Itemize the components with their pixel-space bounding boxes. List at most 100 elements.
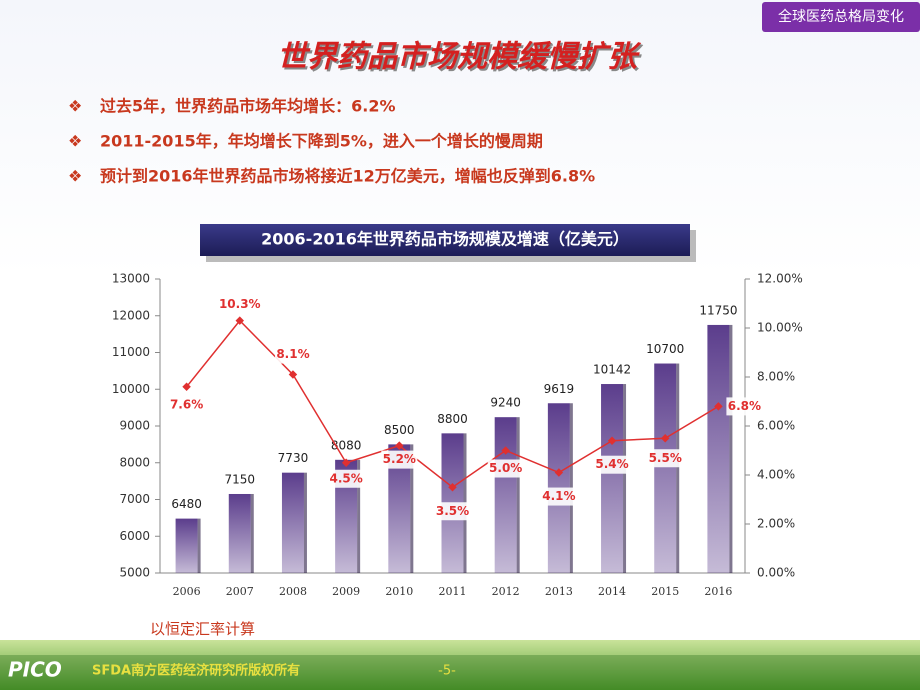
bar-side [303, 472, 307, 573]
bullet: 过去5年，世界药品市场年均增长：6.2% [100, 97, 396, 116]
point-label-box [726, 397, 763, 416]
point [341, 458, 351, 467]
y-tick-label: 11000 [112, 345, 150, 359]
bar-label: 10700 [646, 342, 684, 356]
x-tick-label: 2012 [492, 585, 520, 598]
bar-label: 11750 [699, 303, 737, 317]
bar-label: 7730 [278, 451, 309, 465]
x-tick-label: 2015 [651, 585, 679, 598]
bar [654, 363, 677, 573]
bar-side [516, 417, 520, 573]
copyright: SFDA南方医药经济研究所版权所有 [92, 663, 300, 679]
point-label: 5.4% [595, 457, 628, 471]
point [554, 468, 564, 477]
point-label-box [540, 487, 577, 506]
point [288, 370, 298, 379]
y-tick-label: 8000 [119, 455, 150, 469]
bullet: 预计到2016年世界药品市场将接近12万亿美元，增幅也反弹到6.8% [100, 167, 595, 186]
point-label-box [434, 502, 471, 521]
y-tick-label: 9000 [119, 419, 150, 433]
bullet-mark: ❖ [68, 97, 82, 116]
title: 世界药品市场规模缓慢扩张 [277, 40, 642, 75]
bar [335, 459, 358, 573]
point-label-box [221, 295, 258, 314]
bar-label: 8800 [437, 412, 468, 426]
bullet-mark: ❖ [68, 132, 82, 151]
point [235, 316, 245, 325]
point [182, 382, 191, 392]
point-label-box [328, 469, 365, 488]
x-tick-label: 2014 [598, 585, 626, 598]
y2-tick-label: 10.00% [757, 321, 803, 335]
page-number: -5- [438, 664, 456, 679]
chart-title: 2006-2016年世界药品市场规模及增速（亿美元） [261, 230, 629, 249]
bar [281, 472, 304, 573]
logo: PICO [8, 658, 62, 682]
y2-tick-label: 12.00% [757, 272, 803, 286]
bar-side [623, 384, 627, 573]
note: 以恒定汇率计算 [150, 620, 255, 638]
y-tick-label: 6000 [119, 529, 150, 543]
x-tick-label: 2010 [385, 585, 413, 598]
bar-side [197, 518, 201, 573]
y2-tick-label: 4.00% [757, 468, 795, 482]
point-label-box [594, 455, 631, 474]
y2-tick-label: 8.00% [757, 370, 795, 384]
point-label: 7.6% [170, 397, 203, 411]
chart-title-box [200, 224, 690, 256]
point-label: 5.0% [489, 461, 522, 475]
point-label: 10.3% [219, 297, 261, 311]
y-tick-label: 12000 [112, 308, 150, 322]
bar-side [357, 459, 361, 573]
x-tick-label: 2008 [279, 585, 307, 598]
bullet: 2011-2015年，年均增长下降到5%，进入一个增长的慢周期 [100, 132, 543, 151]
bar [175, 518, 198, 573]
y-tick-label: 10000 [112, 382, 150, 396]
bar-side [676, 363, 680, 573]
bar-side [729, 324, 733, 573]
bar-label: 7150 [224, 472, 255, 486]
grass-band [0, 640, 920, 690]
point [714, 402, 723, 411]
x-tick-label: 2009 [332, 585, 360, 598]
bar-label: 9240 [490, 396, 521, 410]
point [448, 483, 457, 492]
y2-tick-label: 2.00% [757, 517, 795, 531]
y-tick-label: 5000 [119, 566, 150, 580]
point-label-box [647, 449, 684, 468]
bar-side [250, 493, 254, 573]
point-label-box [274, 345, 311, 364]
point [501, 446, 510, 455]
title-shadow: 世界药品市场规模缓慢扩张 [279, 42, 644, 77]
x-tick-label: 2011 [439, 585, 467, 598]
point-label-box [168, 395, 205, 414]
point-label: 4.5% [329, 471, 362, 485]
point [607, 436, 617, 445]
point-label: 8.1% [276, 347, 309, 361]
point-label: 3.5% [436, 504, 469, 518]
point-label: 5.2% [383, 452, 416, 466]
bar [601, 384, 624, 573]
bar [388, 444, 411, 573]
point-label: 6.8% [728, 399, 761, 413]
y2-tick-label: 0.00% [757, 566, 795, 580]
section-text: 全球医药总格局变化 [778, 8, 904, 25]
point-label: 5.5% [649, 451, 682, 465]
bar-label: 10142 [593, 363, 631, 377]
bar-label: 8500 [384, 423, 415, 437]
bar [228, 493, 251, 573]
point-label: 4.1% [542, 489, 575, 503]
point-label-box [381, 450, 418, 469]
section-tag [762, 2, 920, 32]
bar [494, 417, 517, 573]
y2-tick-label: 6.00% [757, 419, 795, 433]
y-tick-label: 13000 [112, 272, 150, 286]
point [395, 441, 404, 450]
bar-label: 9619 [544, 382, 575, 396]
bar-label: 6480 [171, 497, 202, 511]
y-tick-label: 7000 [119, 492, 150, 506]
point [660, 434, 670, 443]
x-tick-label: 2007 [226, 585, 254, 598]
